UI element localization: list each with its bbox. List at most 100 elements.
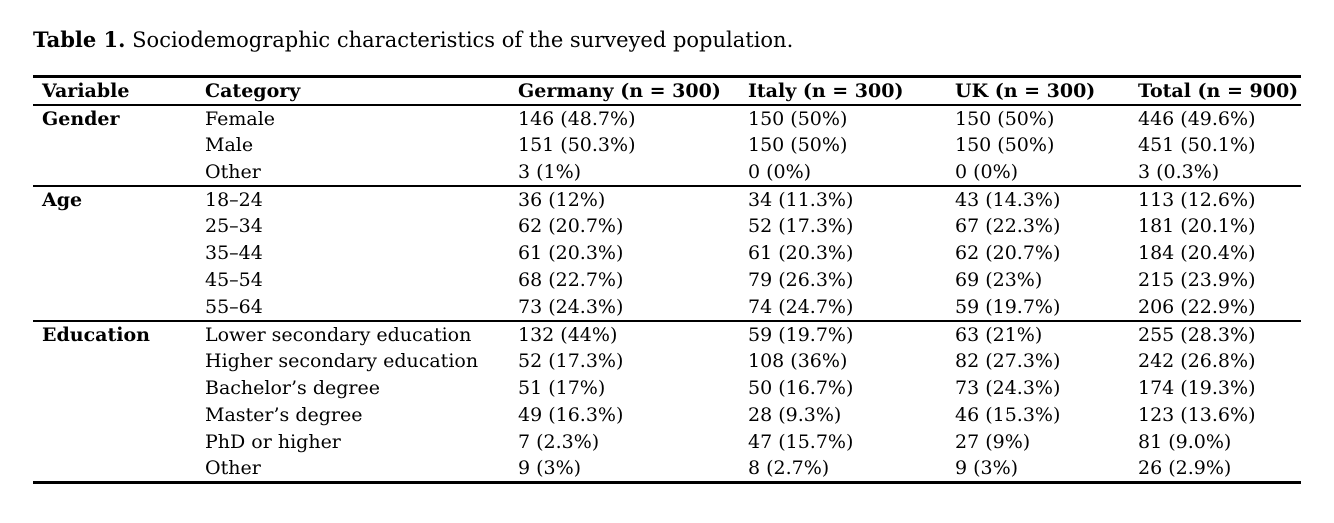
table-row: Age 18–24 36 (12%) 34 (11.3%) 43 (14.3%) 113 … [33,184,1301,213]
value-cell: 59 (19.7%) [955,295,1061,318]
variable-cell: Gender [42,107,120,130]
category-cell: Bachelor’s degree [205,377,380,399]
value-cell: 63 (21%) [946,319,1129,348]
value-cell: 132 (44%) [509,319,739,348]
variable-cell [33,375,196,402]
category-cell: Higher secondary education [205,350,479,372]
value-cell: 150 (50%) [748,134,848,156]
value-cell: 62 (20.7%) [955,242,1061,264]
value-cell: 27 (9%) [955,431,1031,453]
value-cell: 50 (16.7%) [748,377,854,399]
value-cell: 150 (50%) [955,107,1055,130]
table-row: 25–34 62 (20.7%) 52 (17.3%) 67 (22.3%) 181 (… [33,213,1301,240]
value-cell: 61 (20.3%) [518,242,624,264]
value-cell: 151 (50.3%) [518,134,636,156]
value-cell: 47 (15.7%) [748,431,854,453]
value-cell: 150 (50%) [748,107,848,130]
variable-cell [33,348,196,375]
value-cell: 68 (22.7%) [518,269,624,291]
value-cell: 69 (23%) [955,269,1043,291]
value-cell: 9 (3%) [518,457,582,480]
table-row: Male 151 (50.3%) 150 (50%) 150 (50%) 451 (50… [33,132,1301,159]
value-cell: 146 (48.7%) [518,107,636,130]
value-cell: 255 (28.3%) [1129,319,1301,348]
value-cell: 79 (26.3%) [748,269,854,291]
value-cell: 215 (23.9%) [1138,269,1256,291]
variable-cell [33,456,196,483]
value-cell: 181 (20.1%) [1138,215,1256,237]
value-cell: 26 (2.9%) [1138,457,1232,480]
value-cell: 446 (49.6%) [1138,107,1256,130]
value-cell: 49 (16.3%) [518,404,624,426]
value-cell: 150 (50%) [955,134,1055,156]
variable-cell [33,267,196,294]
category-cell: 25–34 [205,215,263,237]
value-cell: 0 (0%) [748,160,812,183]
value-cell: 74 (24.7%) [748,295,854,318]
value-cell: 3 (1%) [518,160,582,183]
category-cell: 18–24 [196,184,509,213]
value-cell: 52 (17.3%) [748,215,854,237]
table-row: Bachelor’s degree 51 (17%) 50 (16.7%) 73 (2… [33,375,1301,402]
table-caption: Table 1. Sociodemographic characteristic… [33,26,793,54]
value-cell: 451 (50.1%) [1138,134,1256,156]
table-body: Gender Female 146 (48.7%) 150 (50%) 150 (50%… [33,105,1301,483]
category-cell: 55–64 [205,295,263,318]
column-header-total: Total (n = 900) [1129,76,1301,106]
value-cell: 8 (2.7%) [748,457,830,480]
table-caption-label: Table 1. [33,27,126,52]
value-cell: 81 (9.0%) [1138,431,1232,453]
table-caption-text: Sociodemographic characteristics of the … [132,28,794,52]
variable-cell: Age [33,184,196,213]
table-row: 35–44 61 (20.3%) 61 (20.3%) 62 (20.7%) 184 (… [33,240,1301,267]
category-cell: 35–44 [205,242,263,264]
column-header-italy: Italy (n = 300) [739,76,946,106]
table-row: Education Lower secondary education 132 (4… [33,319,1301,348]
variable-cell [33,213,196,240]
value-cell: 43 (14.3%) [946,184,1129,213]
value-cell: 61 (20.3%) [748,242,854,264]
table-row: Other 3 (1%) 0 (0%) 0 (0%) 3 (0.3%) [33,159,1301,186]
category-cell: PhD or higher [205,431,341,453]
category-cell: Lower secondary education [196,319,509,348]
value-cell: 36 (12%) [509,184,739,213]
value-cell: 46 (15.3%) [955,404,1061,426]
value-cell: 174 (19.3%) [1138,377,1256,399]
value-cell: 34 (11.3%) [739,184,946,213]
value-cell: 9 (3%) [955,457,1019,480]
variable-cell [33,132,196,159]
value-cell: 108 (36%) [748,350,848,372]
value-cell: 0 (0%) [955,160,1019,183]
variable-cell [33,402,196,429]
value-cell: 67 (22.3%) [955,215,1061,237]
value-cell: 242 (26.8%) [1138,350,1256,372]
category-cell: Other [205,457,261,480]
table-row: 45–54 68 (22.7%) 79 (26.3%) 69 (23%) 215 (23… [33,267,1301,294]
table-row: PhD or higher 7 (2.3%) 47 (15.7%) 27 (9%) 81… [33,429,1301,456]
table-row: Gender Female 146 (48.7%) 150 (50%) 150 (50%… [33,105,1301,132]
variable-cell [33,159,196,186]
value-cell: 52 (17.3%) [518,350,624,372]
value-cell: 28 (9.3%) [748,404,842,426]
value-cell: 3 (0.3%) [1138,160,1220,183]
category-cell: 45–54 [205,269,263,291]
table-row: Master’s degree 49 (16.3%) 28 (9.3%) 46 (15… [33,402,1301,429]
value-cell: 62 (20.7%) [518,215,624,237]
column-header-uk: UK (n = 300) [946,76,1129,106]
variable-cell [33,429,196,456]
value-cell: 113 (12.6%) [1129,184,1301,213]
header-row: Variable Category Germany (n = 300) Ital… [33,76,1301,106]
table-row: 55–64 73 (24.3%) 74 (24.7%) 59 (19.7%) 206 (… [33,294,1301,321]
value-cell: 51 (17%) [518,377,606,399]
table-row: Other 9 (3%) 8 (2.7%) 9 (3%) 26 (2.9%) [33,456,1301,483]
value-cell: 123 (13.6%) [1138,404,1256,426]
value-cell: 82 (27.3%) [955,350,1061,372]
category-cell: Other [205,160,261,183]
column-header-germany: Germany (n = 300) [509,76,739,106]
table-row: Higher secondary education 52 (17.3%) 108 … [33,348,1301,375]
category-cell: Master’s degree [205,404,363,426]
category-cell: Male [205,134,254,156]
category-cell: Female [205,107,276,130]
value-cell: 7 (2.3%) [518,431,600,453]
